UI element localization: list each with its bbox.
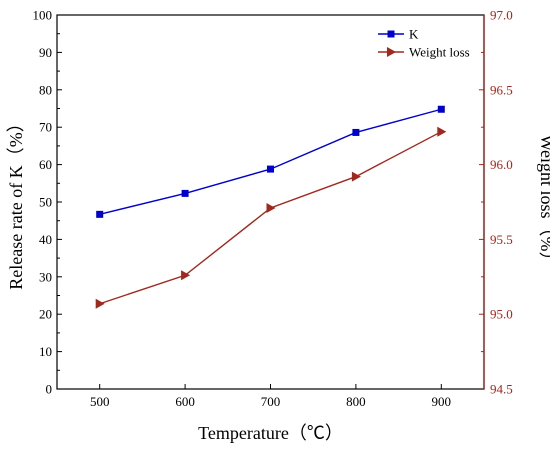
series-layer bbox=[95, 105, 447, 309]
series-line-weight-loss bbox=[99, 131, 442, 305]
data-point-k bbox=[352, 128, 360, 136]
y-left-axis-title: Release rate of K（%） bbox=[6, 114, 26, 289]
y-left-tick-label: 0 bbox=[46, 382, 53, 397]
x-tick-label: 800 bbox=[346, 394, 366, 409]
data-point-k bbox=[96, 210, 104, 218]
data-point-k bbox=[267, 165, 274, 173]
x-tick-label: 900 bbox=[432, 394, 452, 409]
legend-label-k: K bbox=[409, 27, 419, 42]
plot-frame bbox=[56, 14, 485, 390]
y-right-tick-label: 97.0 bbox=[490, 8, 513, 23]
y-left-tick-label: 70 bbox=[39, 120, 52, 135]
legend-marker-weight-loss bbox=[387, 47, 396, 57]
series-line-k bbox=[99, 108, 442, 216]
data-point-weight-loss bbox=[95, 298, 105, 309]
y-left-tick-label: 50 bbox=[39, 195, 52, 210]
data-point-weight-loss bbox=[351, 171, 361, 182]
data-point-weight-loss bbox=[437, 126, 447, 137]
y-left-tick-label: 40 bbox=[39, 232, 52, 247]
x-tick-label: 700 bbox=[261, 394, 281, 409]
data-point-weight-loss bbox=[266, 202, 276, 213]
legend-marker-k bbox=[387, 30, 395, 38]
legend-item-k: K bbox=[378, 27, 419, 42]
ticks-layer: 500 600 700 800 900 0 10 20 30 40 50 60 70 80 90 100 94.… bbox=[33, 8, 513, 410]
data-point-k bbox=[437, 105, 445, 113]
y-right-tick-label: 96.0 bbox=[490, 157, 513, 172]
y-left-tick-label: 80 bbox=[39, 82, 52, 97]
data-point-weight-loss bbox=[181, 270, 191, 281]
y-right-axis-title: Weight loss（%） bbox=[537, 134, 550, 269]
legend-label-weight-loss: Weight loss bbox=[409, 45, 470, 60]
data-point-k bbox=[181, 189, 189, 197]
y-left-tick-label: 10 bbox=[39, 344, 52, 359]
y-right-tick-label: 95.5 bbox=[490, 232, 513, 247]
y-left-tick-label: 100 bbox=[33, 8, 53, 23]
y-right-tick-label: 95.0 bbox=[490, 307, 513, 322]
x-axis-title: Temperature（℃） bbox=[198, 423, 343, 443]
legend: K Weight loss bbox=[378, 27, 470, 60]
y-right-tick-label: 96.5 bbox=[490, 82, 513, 97]
legend-item-weight-loss: Weight loss bbox=[378, 45, 470, 60]
y-left-tick-label: 30 bbox=[39, 269, 52, 284]
y-left-tick-label: 90 bbox=[39, 45, 52, 60]
y-left-tick-label: 60 bbox=[39, 157, 52, 172]
y-left-tick-label: 20 bbox=[39, 307, 52, 322]
x-tick-label: 600 bbox=[175, 394, 195, 409]
y-right-tick-label: 94.5 bbox=[490, 382, 513, 397]
x-tick-label: 500 bbox=[90, 394, 110, 409]
